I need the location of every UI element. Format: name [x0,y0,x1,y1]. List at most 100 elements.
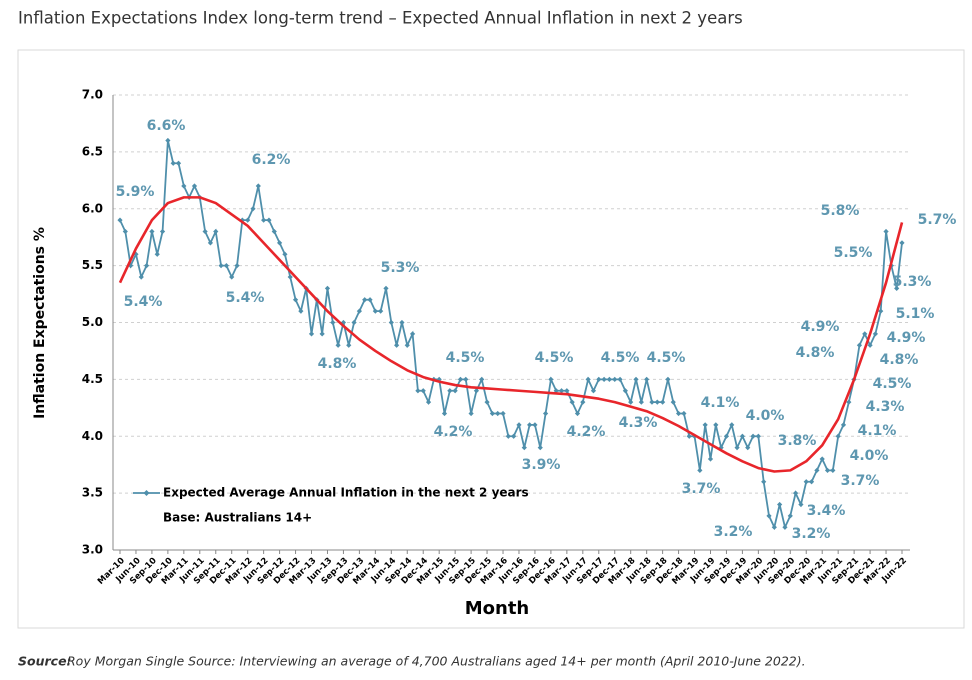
source-text: Roy Morgan Single Source: Interviewing a… [67,654,806,669]
data-point [590,388,597,394]
data-point [819,456,825,462]
data-point [372,308,378,314]
data-point [378,308,384,314]
data-point [409,331,416,337]
data-label: 4.2% [567,424,606,440]
y-tick-label: 7.0 [82,88,103,102]
y-tick-label: 6.0 [82,201,103,215]
y-tick-label: 3.0 [82,543,103,557]
data-point [670,399,676,405]
data-point [202,228,208,235]
data-point [261,217,267,223]
data-label: 5.1% [896,306,935,322]
data-point [255,183,261,189]
data-point [362,297,368,303]
data-point [308,331,315,337]
y-tick-label: 4.5 [82,372,103,386]
data-label: 3.7% [682,481,721,497]
data-point [660,399,666,405]
data-label: 5.5% [834,245,873,261]
data-point [553,388,559,394]
data-point [798,501,804,508]
data-point [606,376,613,382]
data-point [718,445,724,451]
source-label: Source: [18,654,72,669]
data-point [234,263,240,269]
data-point [894,285,900,291]
data-point [489,410,495,417]
data-point [447,388,453,394]
data-point [846,399,852,405]
data-point [739,433,746,439]
data-point [787,513,793,519]
data-point [266,217,272,223]
data-point [250,206,256,212]
data-point [803,479,809,485]
data-point [633,376,639,382]
data-label: 4.9% [801,319,840,335]
data-label: 5.4% [124,294,163,310]
data-label: 5.3% [381,260,420,276]
data-point [766,513,772,519]
data-point [745,445,751,451]
data-point [170,160,176,166]
data-point [292,297,299,303]
data-label: 3.2% [714,524,753,540]
chart-frame [17,49,965,629]
trend-line [118,196,904,473]
data-point [276,240,283,246]
series-line [119,140,903,530]
data-label: 3.9% [522,457,561,473]
data-point [681,410,687,417]
data-label: 4.1% [701,395,740,411]
data-point [580,399,586,405]
data-point [830,467,836,473]
data-point [324,285,331,291]
data-point [415,388,421,394]
data-point [564,388,570,394]
data-point [697,467,703,473]
data-point [734,445,740,451]
data-point [617,376,623,382]
data-label: 4.0% [746,408,785,424]
data-point [138,274,144,280]
data-point [452,388,458,394]
data-point [143,263,150,269]
data-point [213,228,219,235]
data-point [223,263,229,269]
y-tick-label: 5.0 [82,315,103,329]
data-label: 5.7% [918,212,957,228]
data-point [521,445,527,451]
data-point [149,228,155,235]
data-label: 4.2% [434,424,473,440]
data-point [175,160,182,166]
data-point [207,240,214,246]
data-point [117,217,123,223]
data-label: 4.8% [796,345,835,361]
data-point [479,376,485,382]
data-label: 3.2% [792,526,831,542]
data-label: 3.4% [807,503,846,519]
data-label: 5.4% [226,290,265,306]
data-point [649,399,655,405]
data-label: 4.5% [873,376,912,392]
data-point [500,410,506,417]
data-point [771,524,777,530]
data-point [356,308,362,314]
data-point [441,410,448,417]
data-point [271,228,277,235]
data-point [867,342,873,348]
data-point [883,228,889,235]
legend-label: Expected Average Annual Inflation in the… [163,486,529,500]
data-point [532,422,538,428]
data-label: 4.1% [858,423,897,439]
data-point [399,319,405,326]
data-point [702,422,708,428]
data-label: 5.8% [821,203,860,219]
base-note: Base: Australians 14+ [163,511,312,525]
data-point [862,331,868,337]
data-point [899,240,905,246]
data-label: 4.8% [880,352,919,368]
